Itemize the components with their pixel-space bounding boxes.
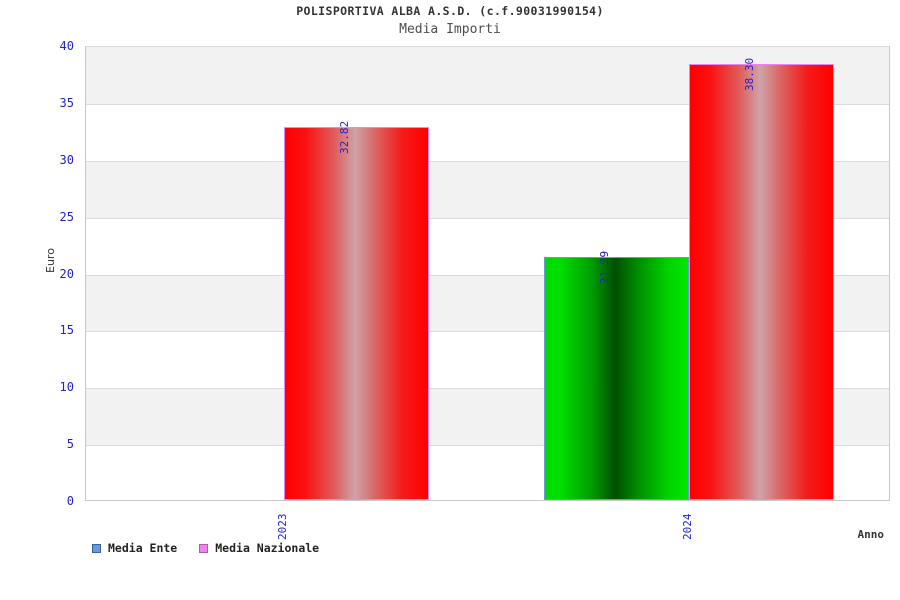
legend-item-media-ente[interactable]: Media Ente	[92, 541, 177, 555]
y-tick-30: 30	[59, 152, 74, 167]
x-tick-2023: 2023	[276, 513, 289, 541]
legend-label-media-nazionale: Media Nazionale	[215, 541, 320, 555]
chart-legend: Media Ente Media Nazionale	[92, 541, 319, 555]
gridline-10	[86, 388, 889, 390]
gridline-30	[86, 160, 889, 162]
gridline-35	[86, 103, 889, 105]
x-axis-title: Anno	[857, 528, 885, 541]
legend-swatch-icon-media-ente	[92, 543, 101, 553]
plot-area	[85, 46, 890, 501]
gridline-20	[86, 274, 889, 276]
y-tick-40: 40	[59, 39, 74, 53]
bar-2023-media-nazionale[interactable]	[284, 126, 429, 500]
bar-2024-media-ente[interactable]	[544, 256, 689, 500]
legend-swatch-icon-media-nazionale	[199, 543, 209, 553]
chart-title-block: POLISPORTIVA ALBA A.S.D. (c.f.9003199015…	[0, 4, 900, 38]
gridline-25	[86, 217, 889, 219]
y-tick-25: 25	[59, 209, 74, 224]
value-label-2024-media-nazionale: 38.30	[743, 57, 756, 91]
legend-label-media-ente: Media Ente	[108, 541, 178, 555]
y-tick-20: 20	[59, 266, 74, 281]
gridline-5	[86, 445, 889, 447]
chart-subtitle: Media Importi	[399, 22, 501, 37]
y-tick-15: 15	[59, 323, 74, 338]
y-tick-0: 0	[66, 494, 74, 508]
y-tick-35: 35	[59, 95, 74, 110]
y-tick-5: 5	[66, 437, 74, 452]
x-tick-2024: 2024	[681, 513, 694, 541]
value-label-2023-media-nazionale: 32.82	[338, 120, 351, 154]
legend-item-media-nazionale[interactable]: Media Nazionale	[199, 541, 319, 555]
bar-2024-media-nazionale[interactable]	[689, 64, 834, 500]
y-tick-10: 10	[59, 380, 74, 395]
chart-title: POLISPORTIVA ALBA A.S.D. (c.f.9003199015…	[296, 4, 604, 18]
gridline-15	[86, 331, 889, 333]
value-label-2024-media-ente: 21.39	[598, 250, 611, 284]
